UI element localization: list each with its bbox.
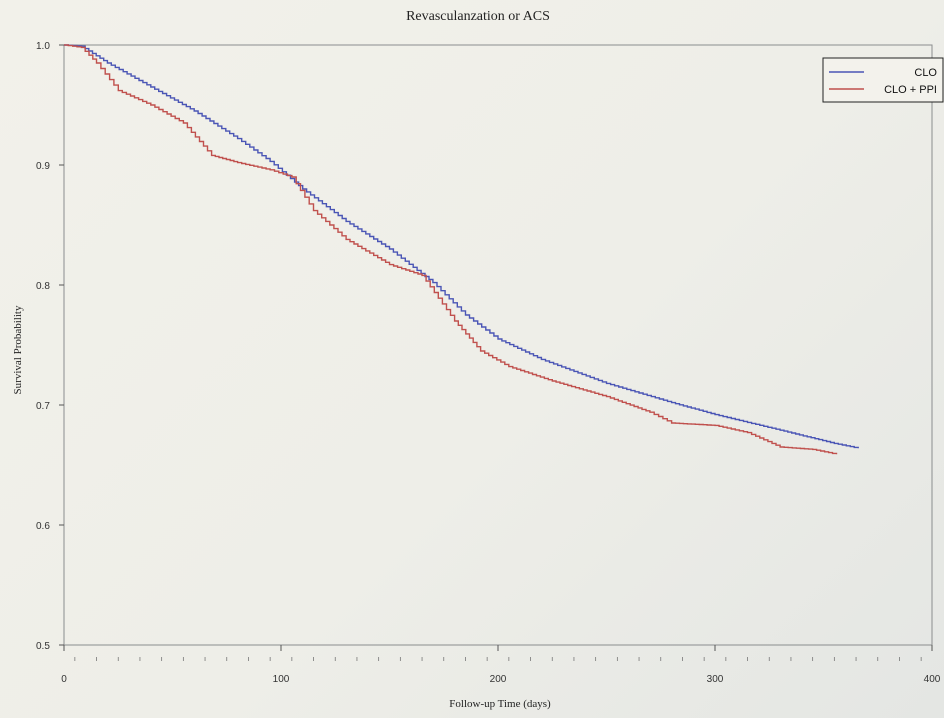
y-axis-label: Survival Probability xyxy=(12,305,24,394)
x-axis-label: Follow-up Time (days) xyxy=(449,698,551,710)
series-line-clo-ppi xyxy=(64,44,838,455)
minor-ticks xyxy=(74,657,922,661)
legend-box xyxy=(822,57,944,103)
plot-area xyxy=(63,44,933,646)
x-tick-label: 400 xyxy=(924,674,941,685)
chart-title: Revasculanzation or ACS xyxy=(406,9,550,24)
y-tick-label: 0.9 xyxy=(36,161,50,172)
legend-label-clo-ppi: CLO + PPI xyxy=(884,84,937,96)
x-tick-label: 100 xyxy=(273,674,290,685)
legend: CLO CLO + PPI xyxy=(822,57,944,103)
y-axis: 0.5 0.6 0.7 0.8 0.9 1.0 xyxy=(36,41,64,652)
y-tick-label: 0.7 xyxy=(36,401,50,412)
series-line-clo xyxy=(64,44,859,449)
x-axis: 0 100 200 300 400 xyxy=(61,645,941,685)
series-lines xyxy=(64,44,859,455)
legend-label-clo: CLO xyxy=(914,67,937,79)
y-tick-label: 0.8 xyxy=(36,281,50,292)
y-tick-label: 1.0 xyxy=(36,41,50,52)
x-tick-label: 300 xyxy=(707,674,724,685)
y-tick-label: 0.5 xyxy=(36,641,50,652)
x-tick-label: 200 xyxy=(490,674,507,685)
x-tick-label: 0 xyxy=(61,674,67,685)
y-tick-label: 0.6 xyxy=(36,521,50,532)
